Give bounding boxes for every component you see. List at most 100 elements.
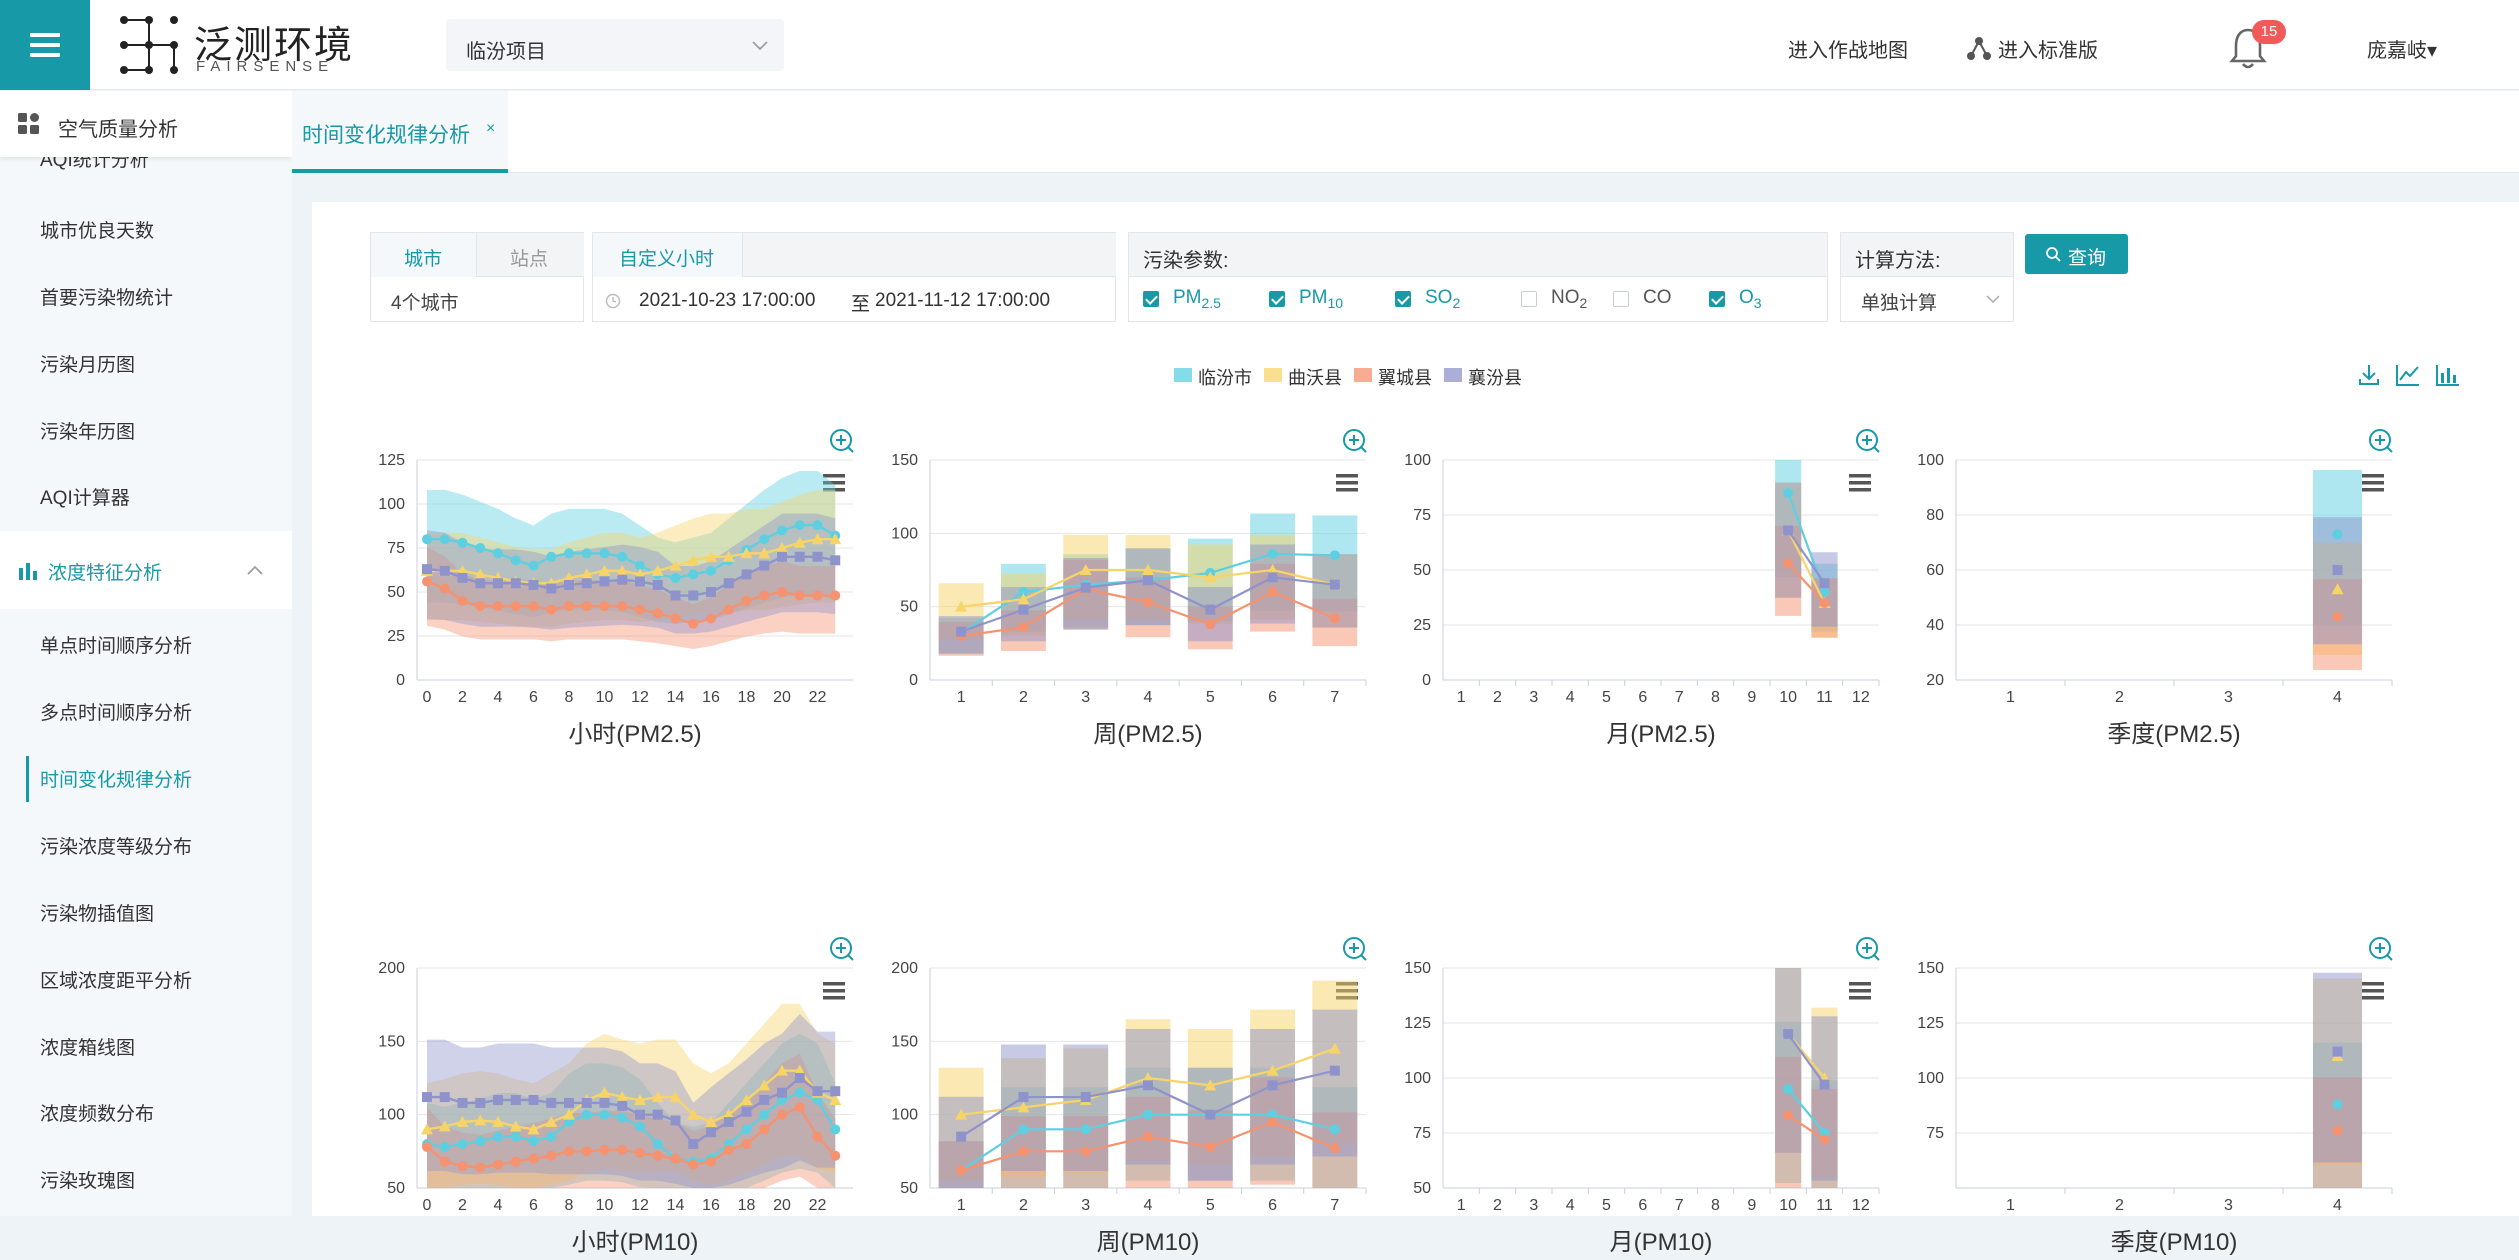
tab-close-icon[interactable]: × xyxy=(486,120,496,137)
pollutant-checkbox[interactable] xyxy=(1521,291,1537,307)
sidebar-item[interactable]: 首要污染物统计 xyxy=(40,288,174,309)
series-group xyxy=(421,1003,842,1188)
end-time-input[interactable]: 2021-11-12 17:00:00 xyxy=(875,290,1051,311)
pollutant-checkbox[interactable] xyxy=(1613,291,1629,307)
sidebar-item[interactable]: 污染物插值图 xyxy=(40,904,155,925)
data-point xyxy=(599,1109,610,1120)
zoom-in-icon[interactable] xyxy=(1856,429,1880,453)
data-point xyxy=(759,1124,770,1135)
sidebar-header[interactable]: 空气质量分析 xyxy=(0,91,292,157)
pollutant-header: 污染参数: xyxy=(1129,233,1827,277)
pollutant-checkbox[interactable] xyxy=(1269,291,1285,307)
chart-title: 周(PM10) xyxy=(1097,1229,1200,1256)
data-point xyxy=(456,1116,469,1127)
data-point xyxy=(635,576,645,587)
x-tick-label: 8 xyxy=(1711,689,1720,706)
series-group xyxy=(1775,968,1838,1188)
sidebar-item[interactable]: 污染年历图 xyxy=(40,422,136,443)
project-select[interactable]: 临汾项目 xyxy=(446,19,784,71)
sidebar-item[interactable]: 污染玫瑰图 xyxy=(40,1171,136,1192)
data-point xyxy=(1018,622,1029,633)
zoom-in-icon[interactable] xyxy=(2369,429,2393,453)
download-icon[interactable] xyxy=(2357,363,2381,387)
sidebar-item[interactable]: 多点时间顺序分析 xyxy=(40,703,193,724)
sidebar-item[interactable]: 区域浓度距平分析 xyxy=(40,971,193,992)
series-group xyxy=(938,980,1358,1188)
menu-icon[interactable] xyxy=(823,474,845,492)
sidebar-item[interactable]: 浓度箱线图 xyxy=(40,1038,136,1059)
zoom-in-icon[interactable] xyxy=(1856,937,1880,961)
pollutant-checkbox[interactable] xyxy=(1395,291,1411,307)
legend-item[interactable]: 襄汾县 xyxy=(1468,368,1522,388)
menu-icon[interactable] xyxy=(2362,982,2384,1000)
zoom-in-icon[interactable] xyxy=(1343,937,1367,961)
sidebar-item[interactable]: AQI计算器 xyxy=(40,488,130,509)
series-box xyxy=(1811,1016,1838,1181)
city-selector[interactable]: 4个城市 xyxy=(391,293,459,314)
pollutant-label-2[interactable]: SO2 xyxy=(1425,287,1460,311)
zoom-in-icon[interactable] xyxy=(830,429,854,453)
data-point xyxy=(830,1086,841,1097)
data-point xyxy=(528,1095,539,1105)
menu-icon[interactable] xyxy=(1849,982,1871,1000)
data-point xyxy=(829,1094,842,1105)
legend-swatch xyxy=(1444,368,1462,382)
pollutant-label-3[interactable]: NO2 xyxy=(1551,287,1587,311)
data-point xyxy=(1267,572,1278,583)
sidebar-item[interactable]: 污染月历图 xyxy=(40,355,136,376)
tab-city[interactable]: 城市 xyxy=(371,233,477,277)
pollutant-label-5[interactable]: O3 xyxy=(1739,287,1762,311)
data-point xyxy=(617,1144,628,1155)
legend-item[interactable]: 曲沃县 xyxy=(1288,368,1342,388)
sidebar-item[interactable]: 浓度频数分布 xyxy=(40,1104,155,1125)
pollutant-checkbox[interactable] xyxy=(1709,291,1725,307)
data-point xyxy=(617,1112,628,1123)
time-mode-tab[interactable]: 自定义小时 xyxy=(593,233,743,277)
start-time-input[interactable]: 2021-10-23 17:00:00 xyxy=(639,290,816,311)
legend-item[interactable]: 临汾市 xyxy=(1198,368,1252,388)
bar-chart-toggle-icon[interactable] xyxy=(2435,363,2461,387)
data-point xyxy=(635,1147,645,1158)
nav-battle-map-link[interactable]: 进入作战地图 xyxy=(1788,40,1908,62)
menu-bar xyxy=(823,982,845,986)
user-menu[interactable]: 庞嘉岐▾ xyxy=(2367,40,2438,62)
menu-icon[interactable] xyxy=(1336,474,1358,492)
menu-icon[interactable] xyxy=(823,982,845,1000)
data-point xyxy=(651,1091,664,1103)
data-point xyxy=(776,1064,788,1076)
pollutant-label-1[interactable]: PM10 xyxy=(1299,287,1343,311)
pollutant-checkbox[interactable] xyxy=(1143,291,1159,307)
zoom-in-icon[interactable] xyxy=(830,937,854,961)
x-tick-label: 1 xyxy=(1457,689,1466,706)
x-tick-label: 2 xyxy=(1019,1197,1028,1214)
data-point xyxy=(1266,564,1279,575)
query-button[interactable]: 查询 xyxy=(2025,234,2128,274)
menu-icon[interactable] xyxy=(1849,474,1871,492)
sidebar-item[interactable]: 单点时间顺序分析 xyxy=(40,636,193,657)
sidebar-item[interactable]: 城市优良天数 xyxy=(40,221,155,242)
menu-toggle-button[interactable] xyxy=(0,0,90,90)
line-chart-icon[interactable] xyxy=(2395,363,2421,387)
data-point xyxy=(475,1097,486,1108)
data-point xyxy=(510,1131,521,1142)
sidebar-item[interactable]: 污染浓度等级分布 xyxy=(40,837,193,858)
tab-time-pattern[interactable]: 时间变化规律分析 × xyxy=(292,91,508,173)
pollutant-label-0[interactable]: PM2.5 xyxy=(1173,287,1221,311)
data-point xyxy=(811,533,824,545)
x-tick-label: 5 xyxy=(1206,1197,1215,1214)
pollutant-label-4[interactable]: CO xyxy=(1643,287,1672,311)
data-point xyxy=(1329,579,1340,590)
sidebar-item[interactable]: 时间变化规律分析 xyxy=(40,770,193,791)
data-point xyxy=(1142,564,1154,575)
legend-item[interactable]: 翼城县 xyxy=(1378,368,1432,388)
sidebar-group-concentration[interactable]: 浓度特征分析 xyxy=(0,531,292,609)
nav-standard-link[interactable]: 进入标准版 xyxy=(1998,40,2098,62)
zoom-in-icon[interactable] xyxy=(1343,429,1367,453)
method-select[interactable]: 单独计算 xyxy=(1841,277,2013,321)
menu-bar xyxy=(823,996,845,1000)
tab-site[interactable]: 站点 xyxy=(477,233,584,277)
zoom-in-icon[interactable] xyxy=(2369,937,2393,961)
data-point xyxy=(635,1109,645,1120)
menu-icon[interactable] xyxy=(2362,474,2384,492)
region-type-box: 城市 站点 4个城市 xyxy=(370,232,584,322)
